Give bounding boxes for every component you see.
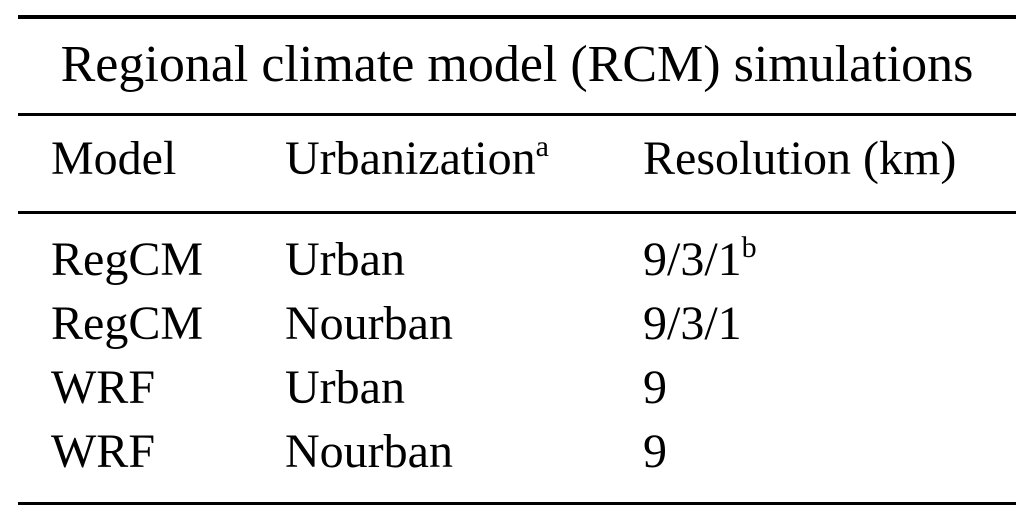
cell-model: RegCM [51, 297, 204, 350]
table-row: RegCM Nourban 9/3/1 [51, 299, 1016, 363]
column-header-urbanization: Urbanizationa [285, 130, 643, 185]
column-header-model: Model [51, 133, 285, 185]
cell-resolution-value: 9 [643, 425, 667, 478]
table-row: RegCM Urban 9/3/1b [51, 233, 1016, 299]
cell-urbanization: Nourban [285, 425, 453, 478]
cell-resolution-value: 9 [643, 361, 667, 414]
table-rule-bottom [18, 502, 1016, 505]
cell-resolution: 9/3/1 [643, 299, 1016, 363]
column-header-resolution-label: Resolution (km) [643, 132, 957, 185]
table-rule-below-header [18, 211, 1016, 214]
cell-resolution-superscript: b [741, 231, 757, 264]
cell-resolution: 9 [643, 427, 1016, 491]
table-title: Regional climate model (RCM) simulations [60, 36, 974, 93]
column-header-urbanization-superscript: a [535, 130, 549, 163]
cell-model: WRF [51, 361, 156, 414]
column-header-resolution: Resolution (km) [643, 133, 1016, 185]
column-header-urbanization-label: Urbanization [285, 132, 536, 185]
cell-model: WRF [51, 425, 156, 478]
cell-model: RegCM [51, 233, 204, 286]
table-row: WRF Nourban 9 [51, 427, 1016, 491]
cell-resolution-value: 9/3/1 [643, 233, 742, 286]
cell-resolution: 9 [643, 363, 1016, 427]
cell-resolution: 9/3/1b [643, 233, 1016, 299]
table-header-row: Model Urbanizationa Resolution (km) [51, 130, 1016, 185]
table-body: RegCM Urban 9/3/1b RegCM Nourban 9/3/1 W… [51, 233, 1016, 491]
table-rule-top [18, 15, 1016, 19]
table-rule-below-title [18, 113, 1016, 116]
cell-urbanization: Urban [285, 233, 405, 286]
column-header-model-label: Model [51, 132, 177, 185]
cell-urbanization: Nourban [285, 297, 453, 350]
cell-resolution-value: 9/3/1 [643, 297, 742, 350]
table-row: WRF Urban 9 [51, 363, 1016, 427]
cell-urbanization: Urban [285, 361, 405, 414]
